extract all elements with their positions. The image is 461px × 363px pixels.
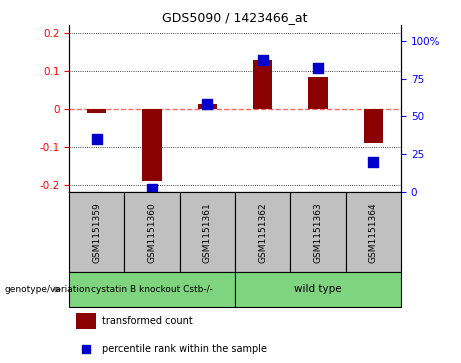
Point (82, 346, 89, 352)
Text: percentile rank within the sample: percentile rank within the sample (102, 344, 267, 354)
Point (93, 136, 100, 142)
Text: GSM1151361: GSM1151361 (203, 202, 212, 263)
Point (204, 101, 211, 107)
Bar (364, 109, 383, 143)
Text: transformed count: transformed count (102, 317, 193, 326)
Bar (87, 109, 106, 114)
Text: genotype/variation: genotype/variation (5, 285, 91, 294)
Point (370, 159, 377, 165)
Text: cystatin B knockout Cstb-/-: cystatin B knockout Cstb-/- (91, 285, 213, 294)
Bar (235, 192, 290, 272)
Text: GSM1151364: GSM1151364 (369, 202, 378, 263)
Bar (142, 109, 162, 181)
Bar (69, 192, 124, 272)
Text: GSM1151360: GSM1151360 (148, 202, 157, 263)
Bar (76, 314, 96, 329)
Bar (308, 77, 328, 109)
Bar (180, 192, 235, 272)
Text: GSM1151363: GSM1151363 (313, 202, 323, 263)
Point (314, 65, 322, 71)
Point (259, 57, 266, 63)
Title: GDS5090 / 1423466_at: GDS5090 / 1423466_at (162, 11, 308, 24)
Bar (69, 272, 235, 307)
Bar (346, 192, 401, 272)
Text: wild type: wild type (294, 285, 342, 294)
Text: GSM1151359: GSM1151359 (92, 202, 101, 263)
Bar (290, 192, 346, 272)
Bar (198, 104, 217, 109)
Bar (124, 192, 180, 272)
Point (148, 187, 156, 192)
Bar (253, 60, 272, 109)
Text: GSM1151362: GSM1151362 (258, 202, 267, 263)
Bar (235, 272, 401, 307)
